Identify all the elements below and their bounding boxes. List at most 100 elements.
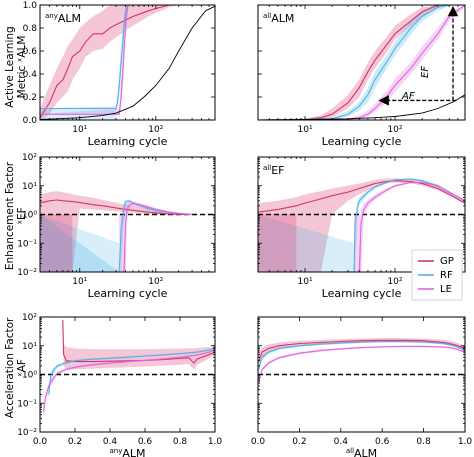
bot-right-xtick-label: 0.4 — [334, 437, 349, 447]
top-right-line-rf — [258, 5, 450, 120]
bot-right-frame — [257, 316, 466, 433]
legend-label-le: LE — [440, 284, 452, 295]
bot-right-plot-area — [258, 338, 465, 386]
top-right-xtick-label: 10² — [387, 125, 402, 135]
top-left-ytick-label: 0.8 — [23, 24, 38, 34]
mid-right-xlabel: Learning cycle — [322, 287, 402, 300]
bot-left-ytick-label: 10¹ — [22, 342, 37, 352]
bot-right-band-le — [259, 345, 465, 386]
row2-ylabel-line2: ˣEF — [16, 207, 28, 224]
row2-ylabel-line1: Enhancement Factor — [4, 161, 16, 270]
top-left-line-gp — [40, 5, 193, 118]
mid-right-rf-region — [258, 214, 354, 272]
af-annotation: AF — [401, 91, 415, 102]
top-left-ytick-label: 0.2 — [23, 93, 37, 103]
top-left-title-superscript: any — [45, 12, 58, 20]
mid-left-le-region — [119, 214, 126, 272]
bot-left-plot-area — [40, 319, 215, 419]
legend-label-rf: RF — [440, 270, 453, 281]
bot-left-line-le — [42, 349, 215, 412]
top-left-xlabel: Learning cycle — [88, 135, 168, 148]
top-left-line-rf — [40, 5, 130, 110]
top-right-xtick-label: 10¹ — [298, 125, 313, 135]
mid-right-band-rf — [258, 178, 465, 272]
top-left-ytick-label: 0.0 — [23, 116, 38, 126]
mid-right-line-le — [258, 181, 465, 272]
top-left-band-le — [40, 5, 131, 115]
mid-left-line-le — [40, 203, 193, 272]
mid-left-ytick-label: 10⁰ — [22, 211, 37, 221]
mid-right-panel: 10¹ 10² allEF Learning cycle — [257, 156, 466, 300]
bot-left-band-le — [43, 349, 215, 419]
mid-right-xtick-label: 10² — [387, 277, 402, 287]
legend: GP RF LE — [411, 249, 463, 301]
bot-left-xtick-label: 0.2 — [68, 437, 82, 447]
top-right-xlabel: Learning cycle — [322, 135, 402, 148]
top-right-plot-area — [258, 5, 465, 120]
bot-right-xtick-label: 0.0 — [251, 437, 266, 447]
top-left-band-gp — [40, 5, 193, 120]
bot-right-band-rf — [259, 340, 465, 375]
bot-right-xtick-label: 0.2 — [292, 437, 306, 447]
top-right-frame — [257, 4, 466, 121]
bot-left-panel: 0.0 0.2 0.4 0.6 0.8 1.0 10⁻² 10⁻¹ 10⁰ 10¹ 10² anyAL… — [17, 313, 222, 457]
mid-left-ytick-label: 10² — [22, 153, 37, 163]
top-left-ytick-label: 1.0 — [23, 1, 38, 11]
bot-left-xlabel-main: ALM — [122, 447, 145, 457]
top-right-band-rf — [258, 5, 450, 120]
mid-left-band-gp — [40, 191, 193, 272]
top-left-title: anyALM — [45, 12, 81, 25]
top-right-title: allALM — [263, 12, 294, 25]
top-left-panel: 10¹ 10² 0.0 0.2 0.4 0.6 0.8 1.0 anyALM Learning c… — [23, 1, 216, 148]
bot-right-line-rf — [258, 340, 465, 370]
row3-ylabel-line1: Acceleration Factor — [4, 317, 16, 418]
bot-right-line-le — [258, 345, 465, 384]
bot-left-xtick-label: 0.6 — [138, 437, 153, 447]
top-left-frame — [39, 4, 216, 121]
mid-left-xlabel: Learning cycle — [88, 287, 168, 300]
mid-left-xtick-label: 10¹ — [72, 277, 87, 287]
mid-left-ytick-label: 10⁻² — [17, 268, 37, 278]
bot-right-xtick-label: 0.6 — [375, 437, 390, 447]
legend-label-gp: GP — [440, 256, 454, 267]
bot-left-xtick-label: 0.4 — [103, 437, 118, 447]
top-left-ytick-label: 0.4 — [23, 70, 38, 80]
top-left-ytick-label: 0.6 — [23, 47, 38, 57]
bot-left-xtick-label: 0.0 — [33, 437, 48, 447]
top-right-line-gp — [258, 5, 450, 120]
bot-right-line-gp — [258, 339, 465, 361]
mid-left-ytick-label: 10⁻¹ — [17, 239, 37, 249]
mid-left-gp-region — [40, 214, 73, 272]
top-right-band-gp — [258, 5, 450, 120]
mid-right-title: allEF — [263, 164, 284, 177]
top-left-title-main: ALM — [58, 12, 81, 25]
bot-right-xlabel-superscript: all — [346, 447, 354, 455]
bot-right-xtick-label: 1.0 — [458, 437, 473, 447]
mid-right-xtick-label: 10¹ — [298, 277, 313, 287]
mid-left-line-gp — [40, 199, 193, 216]
bot-left-xtick-label: 0.8 — [173, 437, 188, 447]
ef-annotation: EF — [420, 66, 431, 78]
bot-left-line-rf — [48, 347, 215, 395]
bot-left-ytick-label: 10² — [22, 313, 37, 323]
bot-right-xlabel: allALM — [346, 447, 377, 457]
mid-right-line-gp — [258, 180, 465, 213]
mid-left-ytick-label: 10¹ — [22, 182, 37, 192]
bot-left-xlabel: anyALM — [109, 447, 145, 457]
bot-left-ytick-label: 10⁻² — [17, 428, 37, 438]
bot-left-ytick-label: 10⁰ — [22, 371, 37, 381]
mid-left-band-rf — [40, 199, 193, 272]
mid-left-rf-region — [40, 214, 120, 272]
mid-right-gp-region — [258, 214, 297, 272]
bot-right-band-gp — [259, 338, 465, 370]
top-left-xtick-label: 10¹ — [72, 125, 87, 135]
mid-right-title-superscript: all — [263, 164, 271, 172]
bot-right-xtick-label: 0.8 — [416, 437, 431, 447]
bot-left-xtick-label: 1.0 — [208, 437, 223, 447]
mid-right-le-region — [353, 214, 362, 272]
mid-left-xtick-label: 10² — [148, 277, 163, 287]
bot-left-ytick-label: 10⁻¹ — [17, 399, 37, 409]
mid-right-title-main: EF — [271, 164, 284, 177]
